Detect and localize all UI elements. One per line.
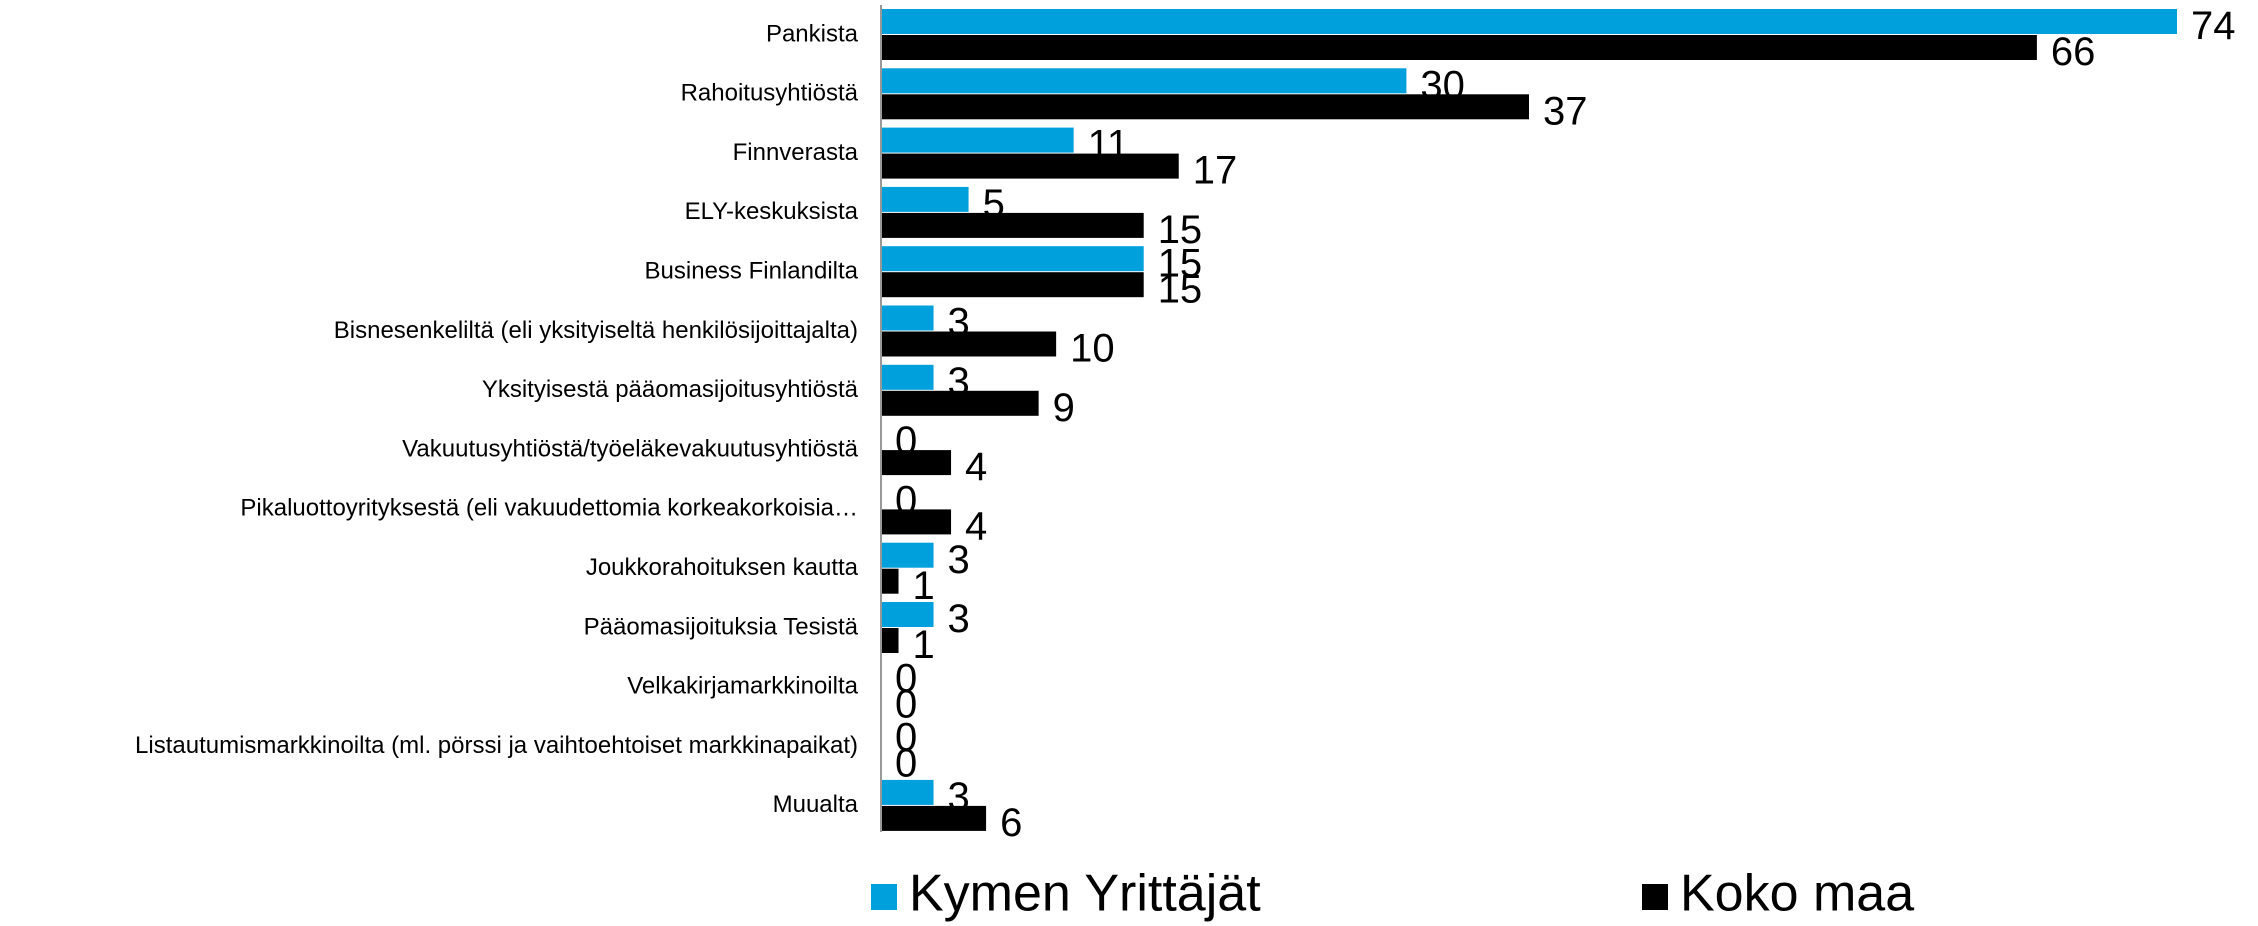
bar bbox=[881, 364, 934, 390]
category-label: Pääomasijoituksia Tesistä bbox=[584, 613, 859, 640]
value-label: 0 bbox=[895, 656, 917, 700]
category-label: Listautumismarkkinoilta (ml. pörssi ja v… bbox=[135, 732, 858, 759]
bar bbox=[881, 153, 1179, 179]
bar bbox=[881, 127, 1074, 153]
legend-swatch bbox=[1642, 884, 1668, 910]
bar bbox=[881, 272, 1144, 298]
bar bbox=[881, 628, 899, 653]
value-label: 10 bbox=[1070, 327, 1115, 371]
value-label: 1 bbox=[913, 623, 935, 667]
value-label: 4 bbox=[965, 445, 987, 489]
value-label: 6 bbox=[1000, 801, 1022, 845]
bar bbox=[881, 212, 1144, 238]
bar bbox=[881, 568, 899, 594]
category-label: Finnverasta bbox=[733, 139, 859, 166]
value-label: 0 bbox=[895, 742, 917, 786]
value-label: 15 bbox=[1158, 241, 1203, 285]
value-label: 3 bbox=[948, 597, 970, 641]
category-label: Bisnesenkeliltä (eli yksityiseltä henkil… bbox=[334, 317, 858, 344]
category-label: Vakuutusyhtiöstä/työeläkevakuutusyhtiöst… bbox=[402, 435, 858, 462]
bar bbox=[881, 331, 1057, 357]
bar bbox=[881, 805, 987, 831]
legend-swatch bbox=[871, 884, 897, 910]
bar bbox=[881, 542, 934, 568]
category-label: Pikaluottoyrityksestä (eli vakuudettomia… bbox=[240, 495, 858, 522]
value-label: 37 bbox=[1543, 89, 1588, 133]
bar bbox=[881, 246, 1144, 272]
bar bbox=[881, 35, 2037, 60]
value-label: 9 bbox=[1053, 386, 1075, 430]
category-label: ELY-keskuksista bbox=[685, 198, 859, 225]
category-label: Velkakirjamarkkinoilta bbox=[627, 673, 858, 700]
value-label: 3 bbox=[948, 538, 970, 582]
category-label: Rahoitusyhtiöstä bbox=[681, 80, 859, 107]
value-label: 74 bbox=[2191, 4, 2236, 48]
value-label: 17 bbox=[1193, 149, 1238, 193]
category-label: Pankista bbox=[766, 20, 859, 47]
bar bbox=[881, 305, 934, 331]
value-label: 0 bbox=[895, 682, 917, 726]
bar bbox=[881, 509, 952, 535]
value-label: 0 bbox=[895, 716, 917, 760]
category-label: Joukkorahoituksen kautta bbox=[586, 554, 859, 581]
bar bbox=[881, 779, 934, 805]
bar bbox=[881, 450, 952, 476]
legend-label: Kymen Yrittäjät bbox=[909, 865, 1261, 923]
bar bbox=[881, 94, 1529, 120]
bar bbox=[881, 390, 1039, 416]
bar bbox=[881, 186, 969, 212]
value-label: 4 bbox=[965, 504, 987, 548]
value-label: 15 bbox=[1158, 208, 1203, 252]
value-label: 15 bbox=[1158, 267, 1203, 311]
category-label: Yksityisestä pääomasijoitusyhtiöstä bbox=[482, 376, 859, 403]
bar bbox=[881, 602, 934, 627]
bar bbox=[881, 9, 2177, 34]
value-label: 1 bbox=[913, 564, 935, 608]
value-label: 66 bbox=[2051, 30, 2096, 74]
bar bbox=[881, 68, 1407, 94]
legend-label: Koko maa bbox=[1680, 865, 1914, 923]
category-label: Business Finlandilta bbox=[645, 258, 859, 285]
category-label: Muualta bbox=[773, 791, 859, 818]
